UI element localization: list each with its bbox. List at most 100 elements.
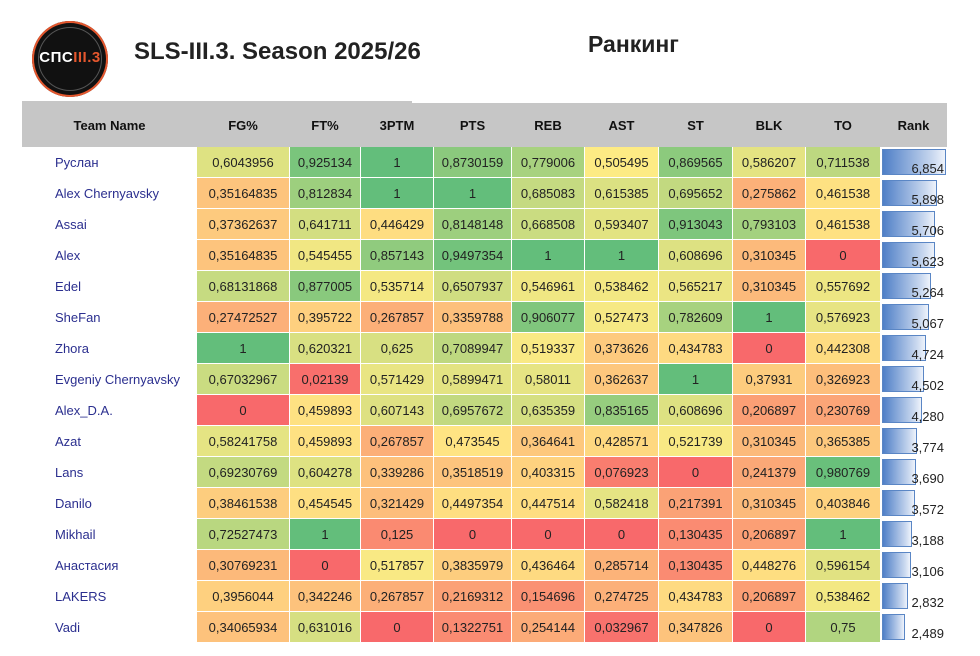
stat-cell-to: 0,442308 <box>805 332 881 364</box>
table-row[interactable]: Zhora 1 0,620321 0,625 0,7089947 0,519337 0,37… <box>22 332 947 364</box>
rank-value: 6,854 <box>911 160 944 176</box>
col-header-blk[interactable]: BLK <box>732 103 806 147</box>
col-header-reb[interactable]: REB <box>511 103 585 147</box>
table-row[interactable]: Alex 0,35164835 0,545455 0,857143 0,9497354 1… <box>22 239 947 271</box>
stat-cell-ast: 0,362637 <box>584 363 659 395</box>
table-row[interactable]: SheFan 0,27472527 0,395722 0,267857 0,335978… <box>22 301 947 333</box>
stat-cell-ft: 0,812834 <box>289 177 361 209</box>
stat-cell-fg: 1 <box>196 332 290 364</box>
stat-cell-3ptm: 0,125 <box>360 518 434 550</box>
team-name-cell[interactable]: LAKERS <box>22 580 197 612</box>
stat-cell-blk: 0,586207 <box>732 146 806 178</box>
stat-cell-ast: 0,505495 <box>584 146 659 178</box>
stat-cell-reb: 0,436464 <box>511 549 585 581</box>
team-name-cell[interactable]: SheFan <box>22 301 197 333</box>
table-row[interactable]: Vadi 0,34065934 0,631016 0 0,1322751 0,254144… <box>22 611 947 643</box>
stat-cell-st: 0,434783 <box>658 332 733 364</box>
team-name-cell[interactable]: Lans <box>22 456 197 488</box>
team-name-cell[interactable]: Edel <box>22 270 197 302</box>
stat-cell-fg: 0,69230769 <box>196 456 290 488</box>
stat-cell-fg: 0,35164835 <box>196 177 290 209</box>
stat-cell-pts: 0,5899471 <box>433 363 512 395</box>
stat-cell-blk: 1 <box>732 301 806 333</box>
table-row[interactable]: Mikhail 0,72527473 1 0,125 0 0 0 0,130435 0,2068… <box>22 518 947 550</box>
stat-cell-3ptm: 0,607143 <box>360 394 434 426</box>
col-header-rank[interactable]: Rank <box>880 103 947 147</box>
rank-cell: 2,832 <box>880 580 947 612</box>
table-row[interactable]: Lans 0,69230769 0,604278 0,339286 0,3518519 0… <box>22 456 947 488</box>
stat-cell-st: 0,130435 <box>658 549 733 581</box>
col-header-ast[interactable]: AST <box>584 103 659 147</box>
stat-cell-blk: 0,206897 <box>732 518 806 550</box>
rank-cell: 5,264 <box>880 270 947 302</box>
team-name-cell[interactable]: Руслан <box>22 146 197 178</box>
col-header-ft[interactable]: FT% <box>289 103 361 147</box>
team-name-cell[interactable]: Vadi <box>22 611 197 643</box>
stat-cell-ft: 0,454545 <box>289 487 361 519</box>
stat-cell-pts: 0,6957672 <box>433 394 512 426</box>
table-row[interactable]: Assai 0,37362637 0,641711 0,446429 0,8148148… <box>22 208 947 240</box>
stat-cell-reb: 1 <box>511 239 585 271</box>
logo-ring <box>38 27 102 91</box>
rank-bar <box>882 428 917 454</box>
col-header-team[interactable]: Team Name <box>22 103 197 147</box>
stat-cell-ft: 0,395722 <box>289 301 361 333</box>
table-row[interactable]: LAKERS 0,3956044 0,342246 0,267857 0,2169312… <box>22 580 947 612</box>
table-body: Руслан 0,6043956 0,925134 1 0,8730159 0,77900… <box>22 146 947 643</box>
team-name-cell[interactable]: Mikhail <box>22 518 197 550</box>
stat-cell-pts: 0,2169312 <box>433 580 512 612</box>
rank-cell: 6,854 <box>880 146 947 178</box>
table-row[interactable]: Azat 0,58241758 0,459893 0,267857 0,473545 0,… <box>22 425 947 457</box>
team-name-cell[interactable]: Evgeniy Chernyavsky <box>22 363 197 395</box>
stat-cell-ast: 1 <box>584 239 659 271</box>
stat-cell-fg: 0,72527473 <box>196 518 290 550</box>
stat-cell-to: 0,711538 <box>805 146 881 178</box>
rank-cell: 3,690 <box>880 456 947 488</box>
stat-cell-blk: 0,310345 <box>732 425 806 457</box>
col-header-fg[interactable]: FG% <box>196 103 290 147</box>
col-header-pts[interactable]: PTS <box>433 103 512 147</box>
rank-cell: 3,572 <box>880 487 947 519</box>
table-row[interactable]: Анастасия 0,30769231 0 0,517857 0,3835979 0,4… <box>22 549 947 581</box>
col-header-3ptm[interactable]: 3PTM <box>360 103 434 147</box>
col-header-st[interactable]: ST <box>658 103 733 147</box>
stat-cell-blk: 0,310345 <box>732 239 806 271</box>
stat-cell-reb: 0,685083 <box>511 177 585 209</box>
team-name-cell[interactable]: Azat <box>22 425 197 457</box>
rank-cell: 2,489 <box>880 611 947 643</box>
rank-value: 4,502 <box>911 377 944 393</box>
col-header-to[interactable]: TO <box>805 103 881 147</box>
stat-cell-ast: 0 <box>584 518 659 550</box>
stat-cell-ast: 0,527473 <box>584 301 659 333</box>
stat-cell-to: 1 <box>805 518 881 550</box>
stat-cell-ft: 0,631016 <box>289 611 361 643</box>
stat-cell-to: 0,461538 <box>805 177 881 209</box>
stat-cell-reb: 0,519337 <box>511 332 585 364</box>
table-row[interactable]: Edel 0,68131868 0,877005 0,535714 0,6507937 0… <box>22 270 947 302</box>
team-name-cell[interactable]: Alex <box>22 239 197 271</box>
stat-cell-reb: 0,779006 <box>511 146 585 178</box>
stat-cell-ast: 0,835165 <box>584 394 659 426</box>
team-name-cell[interactable]: Alex Chernyavsky <box>22 177 197 209</box>
table-row[interactable]: Руслан 0,6043956 0,925134 1 0,8730159 0,77900… <box>22 146 947 178</box>
stat-cell-ast: 0,428571 <box>584 425 659 457</box>
page-heading: Ранкинг <box>588 31 679 57</box>
stat-cell-reb: 0,546961 <box>511 270 585 302</box>
table-row[interactable]: Evgeniy Chernyavsky 0,67032967 0,02139 0,57… <box>22 363 947 395</box>
stat-cell-fg: 0,35164835 <box>196 239 290 271</box>
stat-cell-reb: 0,403315 <box>511 456 585 488</box>
stat-cell-pts: 0,3835979 <box>433 549 512 581</box>
table-row[interactable]: Alex Chernyavsky 0,35164835 0,812834 1 1 0,68… <box>22 177 947 209</box>
stat-cell-ft: 0,620321 <box>289 332 361 364</box>
table-row[interactable]: Alex_D.A. 0 0,459893 0,607143 0,6957672 0,635… <box>22 394 947 426</box>
team-name-cell[interactable]: Анастасия <box>22 549 197 581</box>
team-name-cell[interactable]: Alex_D.A. <box>22 394 197 426</box>
team-name-cell[interactable]: Assai <box>22 208 197 240</box>
stat-cell-to: 0,557692 <box>805 270 881 302</box>
rank-cell: 5,067 <box>880 301 947 333</box>
team-name-cell[interactable]: Danilo <box>22 487 197 519</box>
stat-cell-pts: 1 <box>433 177 512 209</box>
table-row[interactable]: Danilo 0,38461538 0,454545 0,321429 0,449735… <box>22 487 947 519</box>
stat-cell-reb: 0,154696 <box>511 580 585 612</box>
team-name-cell[interactable]: Zhora <box>22 332 197 364</box>
